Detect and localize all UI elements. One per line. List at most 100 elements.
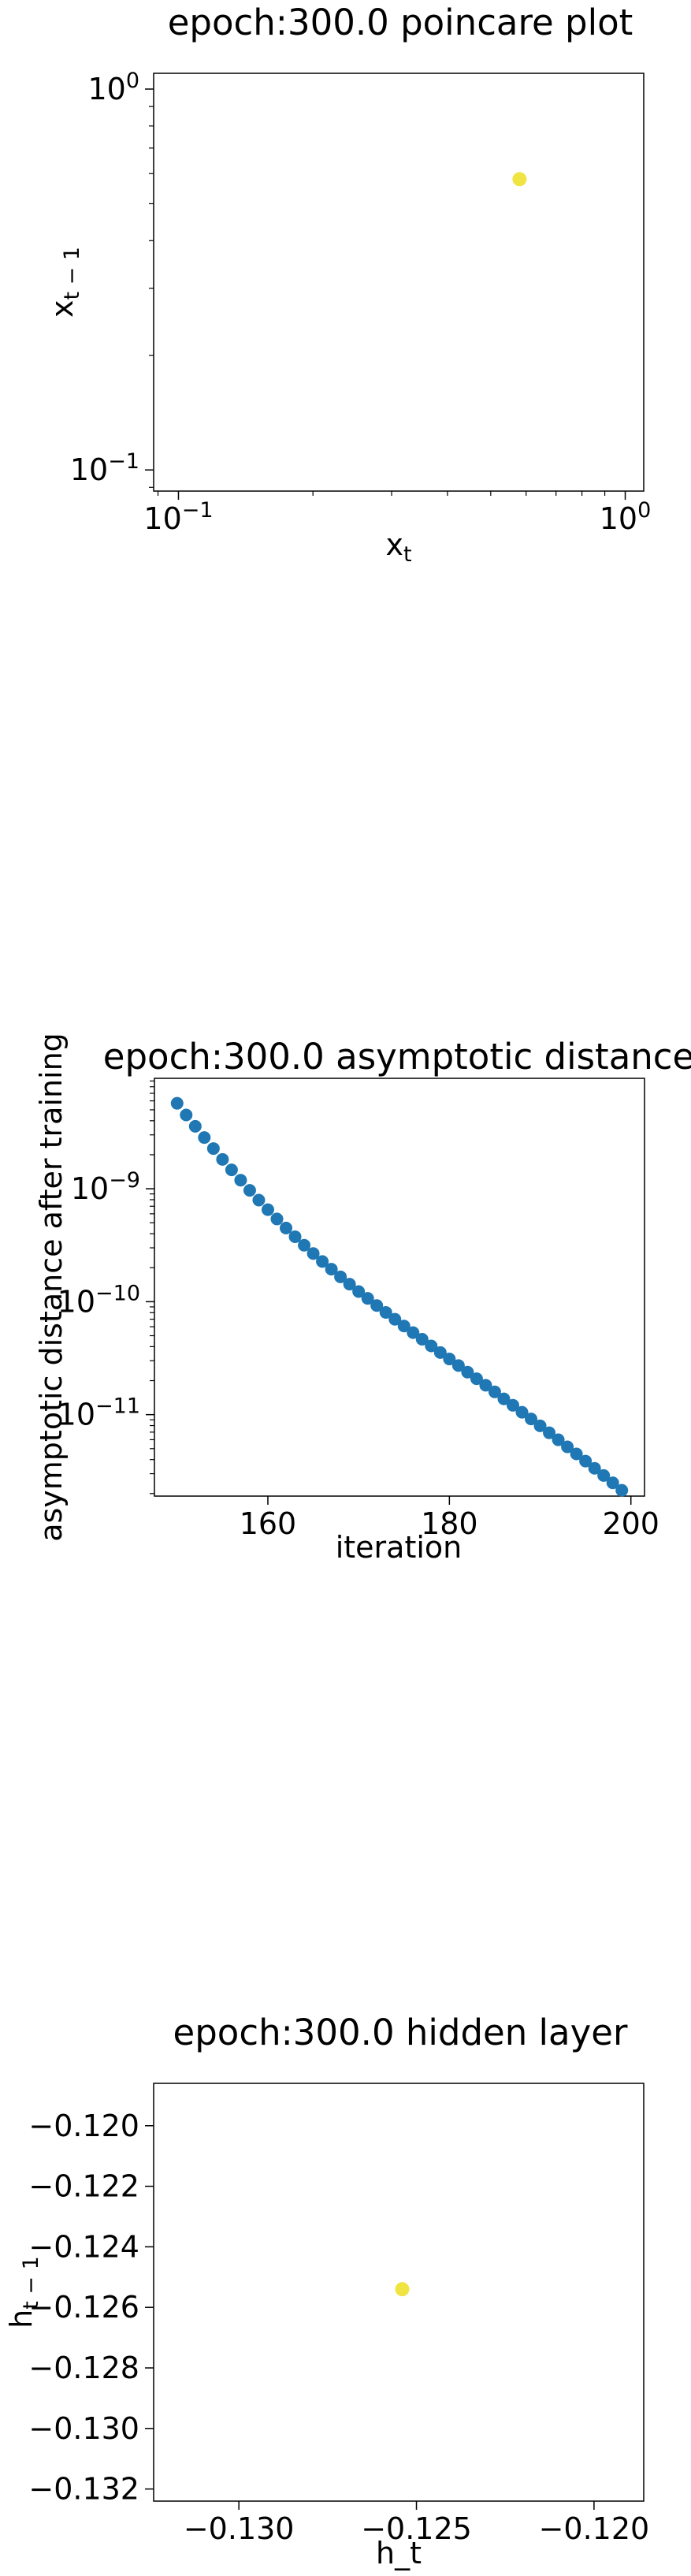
asymptotic-point-16: [316, 1255, 329, 1268]
asymptotic-y-tick-label-1-exp: −10: [95, 1281, 140, 1305]
hidden-layer-x-tick-label-1: −0.125: [361, 2511, 472, 2546]
asymptotic-title: epoch:300.0 asymptotic distance: [103, 1036, 691, 1078]
asymptotic-point-7: [234, 1174, 247, 1187]
poincare-x-tick-label-0-base: 10: [143, 501, 181, 536]
asymptotic-y-tick-label-2-base: 10: [58, 1398, 95, 1432]
hidden-layer-y-label-main: h: [4, 2310, 39, 2328]
asymptotic-point-17: [325, 1263, 338, 1276]
hidden-layer-y-ticks: −0.120 −0.122 −0.124 −0.126 −0.128 −0.130 −0.1…: [28, 2109, 154, 2507]
asymptotic-y-label: asymptotic distance after training: [34, 1033, 69, 1542]
poincare-marks: [512, 172, 527, 187]
poincare-x-tick-label-0-exp: −1: [182, 498, 214, 523]
asymptotic-point-37: [506, 1398, 519, 1412]
poincare-y-tick-label-1-exp: 0: [126, 69, 139, 93]
asymptotic-point-46: [588, 1461, 601, 1475]
asymptotic-x-ticks: 160 180 200: [240, 1496, 659, 1541]
poincare-x-tick-label-1-base: 10: [600, 501, 637, 536]
poincare-x-label: xt: [385, 527, 411, 567]
asymptotic-point-28: [425, 1339, 438, 1353]
hidden-layer-title: epoch:300.0 hidden layer: [173, 2012, 628, 2053]
asymptotic-point-15: [306, 1247, 320, 1260]
hidden-layer-y-tick-label-2: −0.124: [28, 2229, 139, 2264]
asymptotic-chart: epoch:300.0 asymptotic distance 160 180 20…: [34, 1033, 691, 1565]
asymptotic-point-30: [443, 1353, 456, 1366]
asymptotic-point-20: [352, 1285, 366, 1298]
asymptotic-point-39: [525, 1413, 538, 1426]
poincare-x-ticks: 10−1 100: [143, 491, 651, 536]
hidden-layer-y-tick-label-5: −0.130: [28, 2411, 139, 2446]
asymptotic-point-36: [497, 1392, 511, 1405]
asymptotic-point-35: [488, 1385, 501, 1398]
asymptotic-point-43: [561, 1440, 574, 1454]
asymptotic-point-5: [216, 1152, 229, 1166]
asymptotic-x-label: iteration: [336, 1530, 463, 1565]
asymptotic-x-tick-label-1: 180: [421, 1506, 478, 1541]
asymptotic-point-31: [451, 1359, 465, 1372]
hidden-layer-marks: [395, 2282, 410, 2297]
asymptotic-marks: [170, 1096, 629, 1497]
asymptotic-x-tick-label-0: 160: [240, 1506, 297, 1541]
asymptotic-point-2: [188, 1119, 202, 1133]
poincare-plot-area: [153, 73, 645, 492]
poincare-y-tick-label-0-exp: −1: [108, 449, 139, 474]
hidden-layer-x-ticks: −0.130 −0.125 −0.120: [184, 2501, 649, 2546]
asymptotic-point-23: [379, 1305, 392, 1319]
asymptotic-point-11: [270, 1212, 284, 1226]
asymptotic-point-14: [298, 1238, 311, 1252]
asymptotic-y-tick-label-2: 10−11: [58, 1394, 140, 1432]
asymptotic-point-32: [461, 1365, 474, 1379]
asymptotic-point-8: [243, 1184, 256, 1197]
poincare-y-label: xt − 1: [45, 247, 84, 318]
poincare-chart: epoch:300.0 poincare plot 10−1 100 10−110…: [45, 2, 651, 567]
poincare-y-tick-label-0: 10−1: [70, 449, 139, 487]
asymptotic-y-tick-label-0-exp: −9: [109, 1168, 140, 1193]
hidden-layer-y-label: ht − 1: [4, 2256, 43, 2328]
asymptotic-y-ticks: 10−9 10 −10 10−11: [58, 1080, 154, 1495]
hidden-layer-x-label: h_t: [376, 2536, 422, 2570]
asymptotic-point-49: [615, 1483, 629, 1497]
asymptotic-plot-area: [154, 1078, 645, 1497]
asymptotic-point-45: [579, 1454, 593, 1468]
poincare-y-tick-label-1-base: 10: [87, 72, 125, 106]
asymptotic-y-tick-label-0: 10−9: [71, 1168, 140, 1206]
hidden-layer-chart: epoch:300.0 hidden layer −0.130 −0.125 −0.…: [4, 2012, 649, 2570]
asymptotic-point-3: [198, 1131, 211, 1145]
asymptotic-point-34: [479, 1379, 492, 1392]
asymptotic-y-tick-label-2-exp: −11: [95, 1394, 140, 1419]
asymptotic-point-25: [397, 1320, 411, 1333]
asymptotic-point-40: [533, 1419, 547, 1432]
poincare-y-label-main: x: [45, 300, 80, 318]
asymptotic-point-9: [252, 1193, 266, 1207]
poincare-y-tick-label-1: 100: [87, 69, 139, 106]
asymptotic-point-44: [570, 1447, 583, 1461]
poincare-point-0: [512, 172, 527, 187]
asymptotic-point-42: [552, 1433, 565, 1446]
asymptotic-point-1: [180, 1108, 193, 1122]
hidden-layer-y-label-sub: t − 1: [19, 2256, 43, 2310]
asymptotic-point-47: [597, 1469, 611, 1482]
asymptotic-point-41: [543, 1426, 556, 1439]
hidden-layer-x-tick-label-0: −0.130: [184, 2511, 295, 2546]
asymptotic-point-29: [433, 1346, 447, 1359]
asymptotic-point-6: [225, 1163, 238, 1177]
poincare-y-tick-label-0-base: 10: [70, 452, 108, 487]
asymptotic-point-19: [343, 1278, 356, 1291]
asymptotic-point-21: [361, 1292, 374, 1305]
asymptotic-point-18: [334, 1270, 347, 1283]
hidden-layer-point-0: [395, 2282, 410, 2297]
hidden-layer-y-tick-label-0: −0.120: [28, 2109, 139, 2143]
hidden-layer-y-tick-label-3: −0.126: [28, 2290, 139, 2325]
asymptotic-point-27: [415, 1333, 429, 1346]
asymptotic-point-10: [261, 1203, 274, 1216]
hidden-layer-y-tick-label-4: −0.128: [28, 2351, 139, 2385]
hidden-layer-y-tick-label-1: −0.122: [28, 2169, 139, 2204]
poincare-x-tick-label-1-exp: 0: [637, 498, 651, 523]
asymptotic-x-tick-label-2: 200: [602, 1506, 659, 1541]
asymptotic-point-4: [206, 1142, 220, 1156]
asymptotic-point-22: [370, 1299, 384, 1312]
asymptotic-point-12: [280, 1221, 293, 1234]
asymptotic-point-33: [470, 1372, 483, 1386]
hidden-layer-y-tick-label-6: −0.132: [28, 2472, 139, 2507]
